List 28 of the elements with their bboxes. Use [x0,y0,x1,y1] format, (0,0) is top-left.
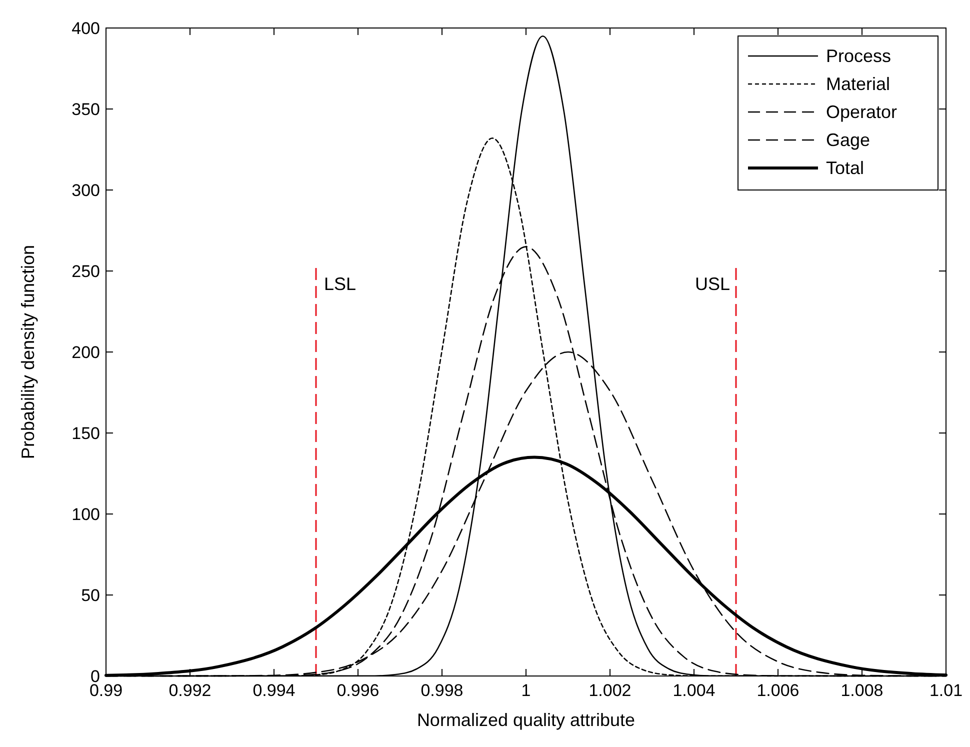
x-tick-label: 0.998 [420,681,464,700]
x-tick-label: 0.994 [252,681,296,700]
x-tick-label: 0.996 [336,681,380,700]
ref-line-label: USL [694,274,730,294]
x-axis-title: Normalized quality attribute [416,710,636,730]
y-tick-label: 100 [72,505,100,524]
y-tick-label: 50 [81,586,100,605]
legend-label: Total [826,158,864,178]
x-tick-label: 0.992 [168,681,212,700]
x-tick-label: 1.01 [929,681,963,700]
x-tick-label: 0.99 [89,681,123,700]
legend-label: Material [826,74,890,94]
y-tick-label: 250 [72,262,100,281]
y-axis-title: Probability density function [18,244,38,460]
legend-label: Process [826,46,892,66]
y-tick-label: 300 [72,181,100,200]
ref-line-label: LSL [324,274,356,294]
y-tick-label: 400 [72,19,100,38]
x-tick-label: 1.004 [672,681,716,700]
legend-label: Gage [826,130,870,150]
x-tick-label: 1.002 [588,681,632,700]
legend-label: Operator [826,102,898,122]
x-tick-label: 1 [521,681,531,700]
x-tick-label: 1.008 [840,681,884,700]
y-tick-label: 200 [72,343,100,362]
y-tick-label: 150 [72,424,100,443]
y-tick-label: 350 [72,100,100,119]
x-tick-label: 1.006 [756,681,800,700]
